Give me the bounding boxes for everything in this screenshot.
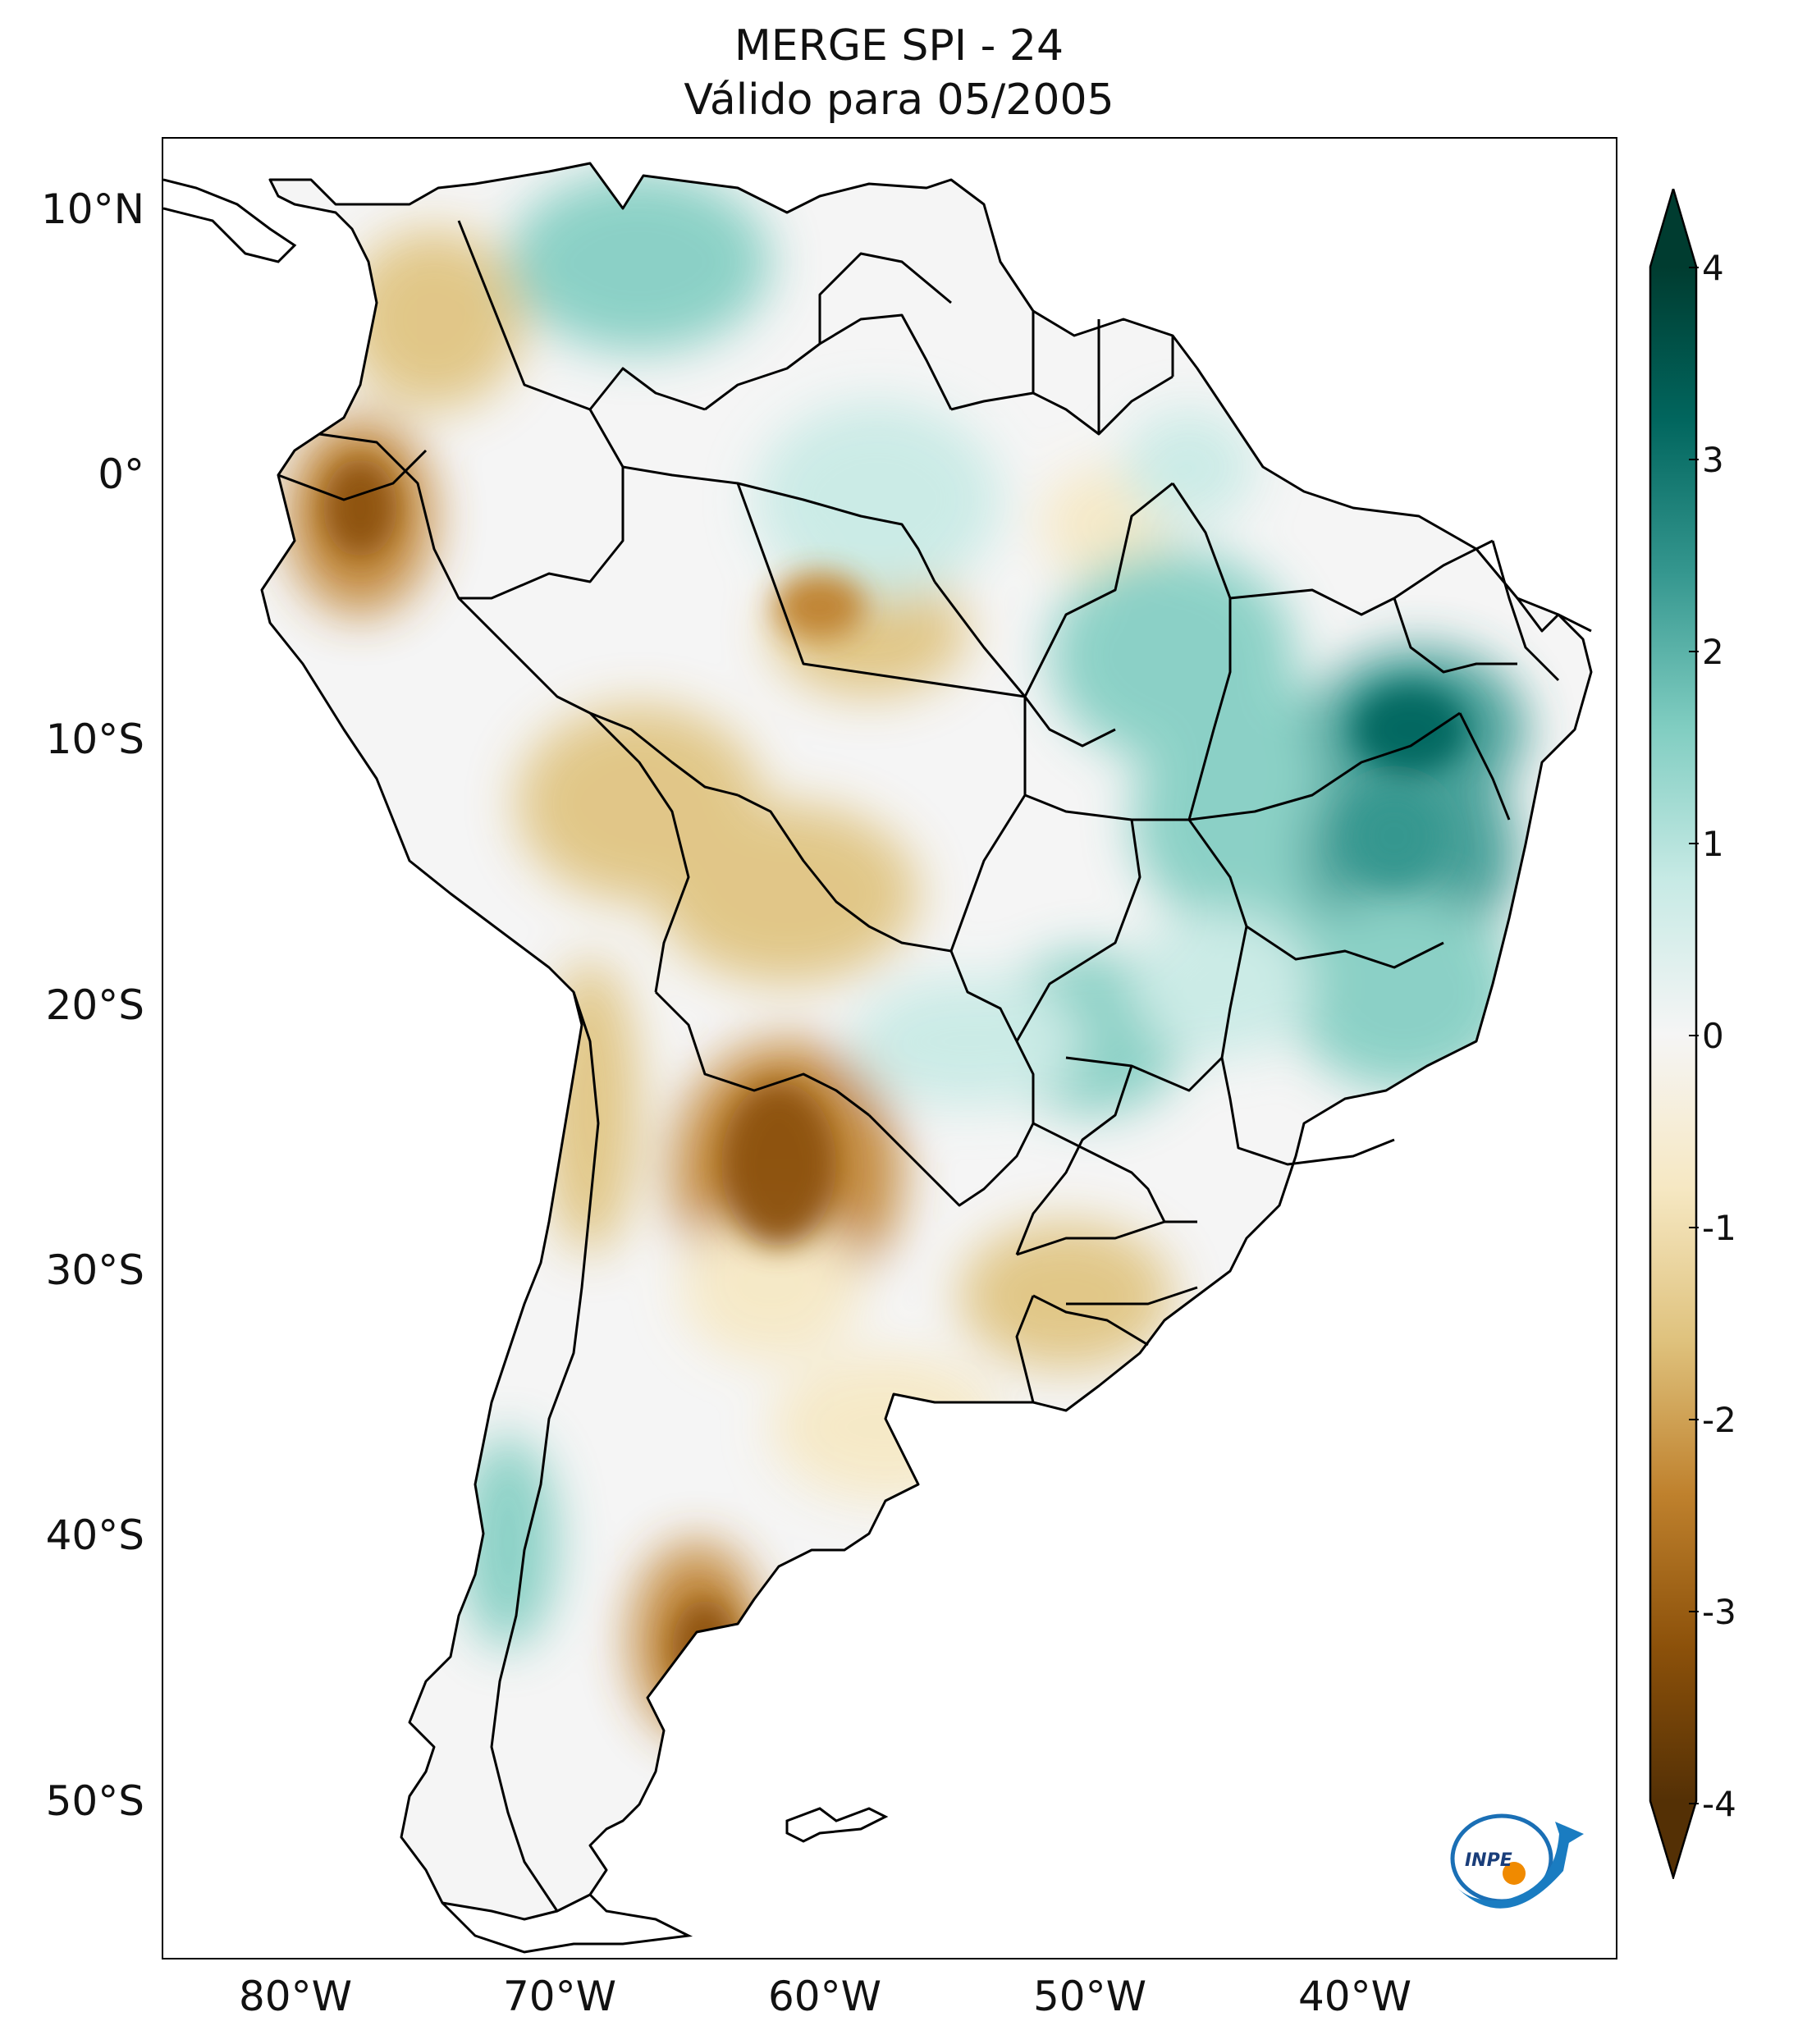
colorbar-label-4: 4 <box>1702 248 1724 288</box>
colorbar-gradient <box>1650 267 1696 1801</box>
tierra-del-fuego <box>441 1893 693 1954</box>
colorbar-tick <box>1689 267 1699 268</box>
colorbar-label-neg1: -1 <box>1702 1208 1736 1248</box>
colorbar-label-neg4: -4 <box>1702 1784 1736 1824</box>
colorbar-tick <box>1689 1035 1699 1036</box>
colorbar-label-0: 0 <box>1702 1016 1724 1056</box>
central-america-coast <box>163 178 297 263</box>
lat-label-10s: 10°S <box>45 716 144 763</box>
lat-label-50s: 50°S <box>45 1777 144 1825</box>
colorbar <box>1649 189 1698 1879</box>
lat-label-10n: 10°N <box>40 185 144 233</box>
coastline <box>260 162 1593 1921</box>
map-panel <box>162 137 1617 1959</box>
map-title: MERGE SPI - 24 <box>734 21 1064 71</box>
inpe-logo-icon: INPE <box>1450 1813 1584 1909</box>
colorbar-tick <box>1689 843 1699 844</box>
lat-label-30s: 30°S <box>45 1246 144 1294</box>
colorbar-upper-extend <box>1650 189 1696 267</box>
colorbar-tick <box>1689 651 1699 652</box>
lon-label-40w: 40°W <box>1297 1973 1412 2020</box>
colorbar-tick <box>1689 1611 1699 1612</box>
colorbar-label-2: 2 <box>1702 632 1724 672</box>
lon-label-50w: 50°W <box>1032 1973 1147 2020</box>
colorbar-tick <box>1689 1227 1699 1228</box>
country-borders <box>277 220 1592 1912</box>
south-america-map <box>163 162 1593 1954</box>
colorbar-label-neg2: -2 <box>1702 1400 1736 1440</box>
falkland-islands <box>785 1807 889 1843</box>
colorbar-label-3: 3 <box>1702 440 1724 480</box>
colorbar-tick <box>1689 1419 1699 1420</box>
lat-label-0: 0° <box>98 450 144 498</box>
colorbar-lower-extend <box>1650 1801 1696 1877</box>
map-subtitle: Válido para 05/2005 <box>684 75 1114 125</box>
colorbar-tick <box>1689 459 1699 460</box>
lat-label-40s: 40°S <box>45 1511 144 1559</box>
lat-label-20s: 20°S <box>45 981 144 1029</box>
colorbar-label-neg3: -3 <box>1702 1592 1736 1632</box>
lon-label-80w: 80°W <box>238 1973 353 2020</box>
colorbar-label-1: 1 <box>1702 824 1724 864</box>
lon-label-60w: 60°W <box>767 1973 882 2020</box>
inpe-logo-text: INPE <box>1465 1850 1512 1871</box>
lon-label-70w: 70°W <box>502 1973 617 2020</box>
colorbar-tick <box>1689 1803 1699 1804</box>
